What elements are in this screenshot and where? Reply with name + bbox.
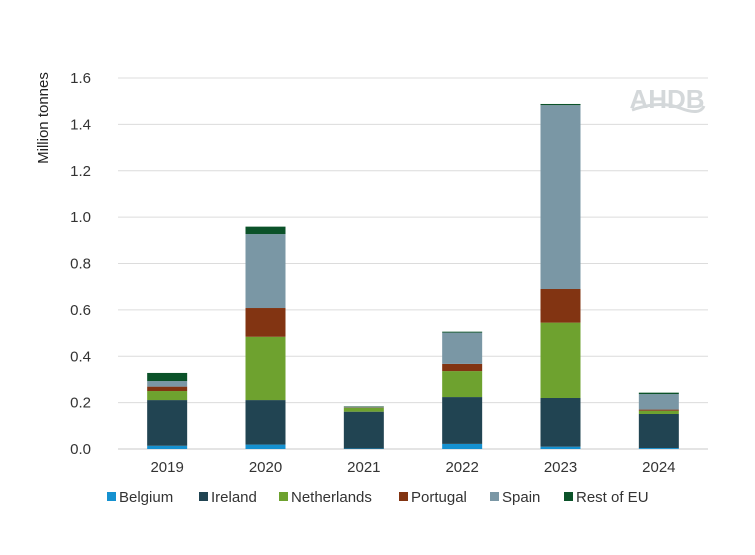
- bar-segment-spain: [147, 381, 187, 387]
- legend-item: Belgium: [107, 489, 173, 506]
- bar-segment-netherlands: [147, 391, 187, 400]
- bar-segment-portugal: [442, 364, 482, 371]
- legend: Belgium Ireland Netherlands Portugal Spain Re…: [107, 489, 649, 506]
- y-axis-label: Million tonnes: [35, 72, 52, 164]
- bar-segment-spain: [541, 105, 581, 289]
- legend-swatch: [279, 492, 288, 501]
- bar-segment-ireland: [442, 397, 482, 444]
- x-tick-label: 2024: [642, 459, 675, 476]
- bar-segment-ireland: [639, 414, 679, 448]
- bar-segment-belgium: [541, 447, 581, 449]
- bar-segment-belgium: [246, 445, 286, 449]
- bar-segment-belgium: [147, 446, 187, 449]
- bar-segment-portugal: [147, 387, 187, 391]
- bar-segment-portugal: [246, 308, 286, 337]
- legend-swatch: [564, 492, 573, 501]
- bar-stack-2019: [147, 373, 187, 449]
- bar-segment-spain: [344, 407, 384, 408]
- y-tick-label: 0.4: [70, 348, 91, 365]
- x-tick-label: 2021: [347, 459, 380, 476]
- bar-segment-ireland: [541, 398, 581, 447]
- x-tick-label: 2020: [249, 459, 282, 476]
- ahdb-logo: AHDB: [629, 84, 704, 114]
- bar-stack-2021: [344, 406, 384, 449]
- y-tick-label: 1.4: [70, 116, 91, 133]
- y-tick-label: 0.2: [70, 395, 91, 412]
- bar-segment-spain: [442, 333, 482, 364]
- y-tick-label: 0.0: [70, 441, 91, 458]
- legend-swatch: [199, 492, 208, 501]
- logo-text: AHDB: [629, 84, 704, 114]
- bar-segment-rest-of-eu: [246, 227, 286, 234]
- x-tick-label: 2023: [544, 459, 577, 476]
- bar-segment-ireland: [246, 400, 286, 445]
- bar-segment-belgium: [639, 448, 679, 449]
- legend-swatch: [399, 492, 408, 501]
- gridlines: [118, 78, 708, 449]
- bar-segment-ireland: [147, 400, 187, 446]
- bar-segment-netherlands: [344, 408, 384, 412]
- x-tick-label: 2022: [445, 459, 478, 476]
- bar-segment-netherlands: [246, 337, 286, 400]
- bar-segment-belgium: [442, 444, 482, 449]
- y-tick-label: 1.2: [70, 163, 91, 180]
- legend-item: Portugal: [399, 489, 467, 506]
- legend-swatch: [107, 492, 116, 501]
- bar-segment-portugal: [639, 410, 679, 411]
- bar-segment-spain: [639, 394, 679, 410]
- bar-segment-spain: [246, 234, 286, 308]
- bar-segment-rest-of-eu: [147, 373, 187, 381]
- bar-segment-netherlands: [541, 323, 581, 398]
- legend-item: Ireland: [199, 489, 257, 506]
- y-tick-label: 0.6: [70, 302, 91, 319]
- legend-label: Netherlands: [291, 489, 372, 506]
- bar-segment-netherlands: [442, 371, 482, 397]
- legend-label: Belgium: [119, 489, 173, 506]
- bar-segment-rest-of-eu: [442, 332, 482, 333]
- y-tick-labels: 0.0 0.2 0.4 0.6 0.8 1.0 1.2 1.4 1.6: [70, 70, 91, 458]
- x-tick-label: 2019: [150, 459, 183, 476]
- bar-stack-2024: [639, 393, 679, 449]
- y-tick-label: 0.8: [70, 256, 91, 273]
- legend-label: Spain: [502, 489, 540, 506]
- bar-segment-ireland: [344, 412, 384, 449]
- legend-label: Ireland: [211, 489, 257, 506]
- bars: [147, 104, 679, 449]
- bar-stack-2023: [541, 104, 581, 449]
- bar-segment-netherlands: [639, 411, 679, 414]
- x-tick-labels: 2019 2020 2021 2022 2023 2024: [150, 459, 675, 476]
- bar-stack-2020: [246, 227, 286, 449]
- bar-segment-portugal: [541, 289, 581, 323]
- legend-label: Portugal: [411, 489, 467, 506]
- y-tick-label: 1.0: [70, 209, 91, 226]
- bar-stack-2022: [442, 332, 482, 449]
- legend-swatch: [490, 492, 499, 501]
- bar-segment-rest-of-eu: [639, 393, 679, 394]
- bar-segment-rest-of-eu: [541, 104, 581, 105]
- y-tick-label: 1.6: [70, 70, 91, 87]
- legend-label: Rest of EU: [576, 489, 649, 506]
- legend-item: Netherlands: [279, 489, 372, 506]
- legend-item: Rest of EU: [564, 489, 649, 506]
- legend-item: Spain: [490, 489, 540, 506]
